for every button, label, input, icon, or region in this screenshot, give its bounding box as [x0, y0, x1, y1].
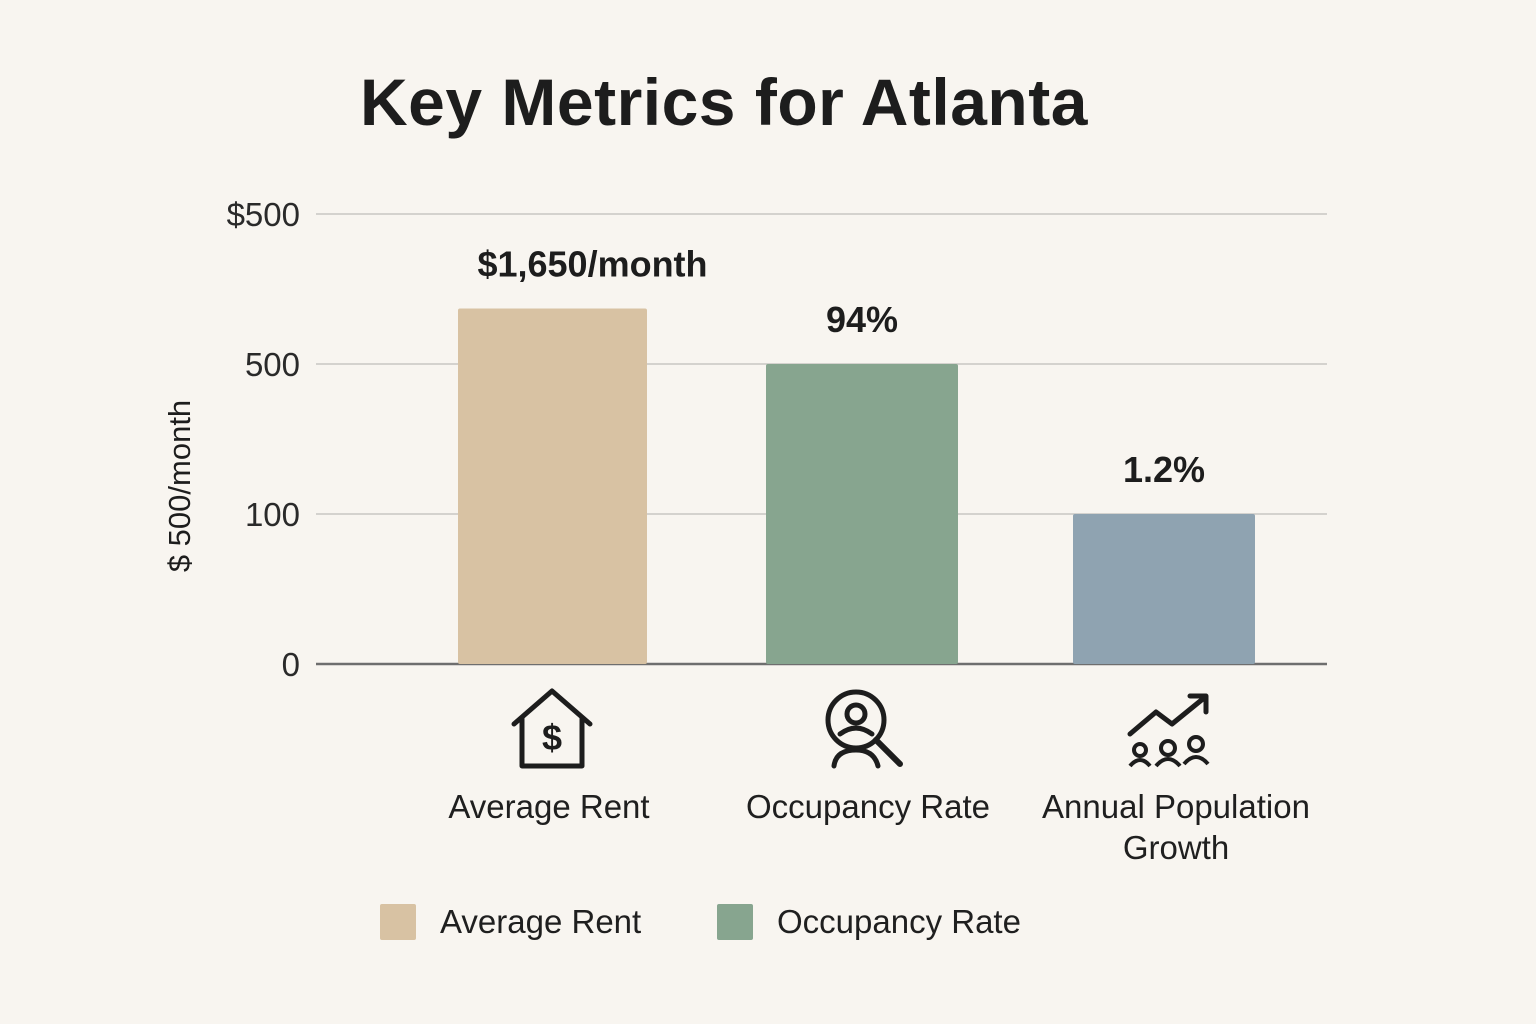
legend-swatch-occupancy-rate [717, 904, 753, 940]
category-label-average-rent: Average Rent [448, 788, 650, 825]
y-tick-label-0: 0 [282, 646, 300, 683]
category-label-occupancy-rate: Occupancy Rate [746, 788, 990, 825]
y-tick-label-1: 100 [245, 496, 300, 533]
y-axis-label: $ 500/month [162, 400, 197, 572]
legend-item-average-rent: Average Rent [380, 902, 641, 942]
y-tick-label-2: 500 [245, 346, 300, 383]
svg-text:$: $ [542, 717, 562, 758]
bar-average-rent [458, 308, 647, 664]
legend-item-occupancy-rate: Occupancy Rate [717, 902, 1021, 942]
chart-title: Key Metrics for Atlanta [360, 65, 1088, 139]
data-label-annual-population-growth: 1.2% [1123, 449, 1205, 490]
person-search-icon [825, 689, 903, 769]
bar-occupancy-rate [766, 364, 958, 664]
category-label-annual-population-growth: Annual Population Growth [1042, 788, 1310, 866]
legend-label-average-rent: Average Rent [440, 903, 642, 940]
house-dollar-icon: $ [511, 688, 593, 769]
population-growth-icon [1127, 693, 1210, 768]
legend-swatch-average-rent [380, 904, 416, 940]
y-tick-label-3: $500 [227, 196, 300, 233]
bar-annual-population-growth [1073, 514, 1255, 664]
data-label-occupancy-rate: 94% [826, 299, 898, 340]
legend-label-occupancy-rate: Occupancy Rate [777, 903, 1021, 940]
data-label-average-rent: $1,650/month [477, 244, 707, 285]
